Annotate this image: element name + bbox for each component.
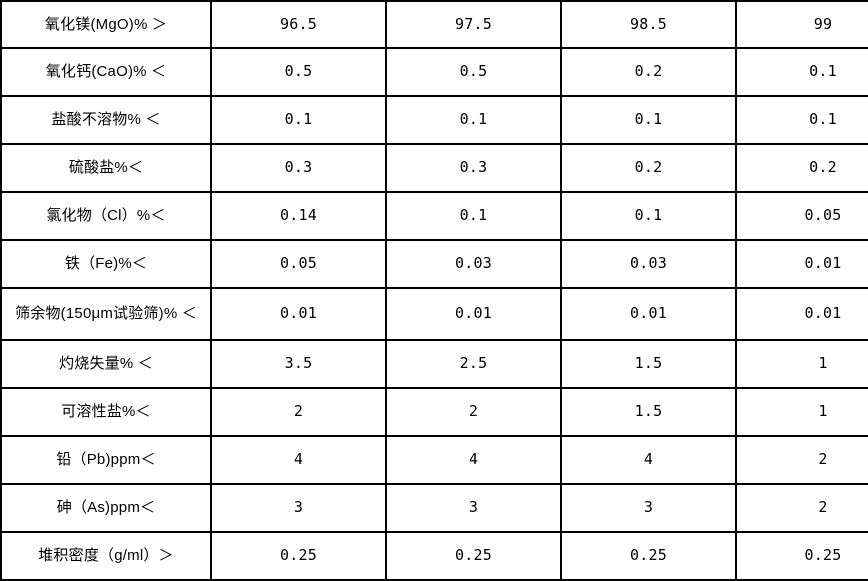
value-cell: 0.2 xyxy=(736,144,868,193)
value-cell: 0.01 xyxy=(736,240,868,289)
item-label-cell: 盐酸不溶物% ＜ xyxy=(1,96,212,145)
value-cell: 1 xyxy=(736,388,868,437)
table-row: 堆积密度（g/ml）＞ 0.25 0.25 0.25 0.25 xyxy=(1,532,868,581)
value-cell: 0.1 xyxy=(561,96,737,145)
value-cell: 1 xyxy=(736,340,868,389)
value-cell: 4 xyxy=(561,436,737,485)
item-label-cell: 灼烧失量% ＜ xyxy=(1,340,212,389)
value-cell: 2 xyxy=(736,436,868,485)
value-cell: 0.1 xyxy=(386,96,562,145)
value-cell: 2 xyxy=(386,388,562,437)
value-cell: 96.5 xyxy=(211,1,387,49)
value-cell: 99 xyxy=(736,1,868,49)
value-cell: 0.05 xyxy=(211,240,387,289)
value-cell: 0.3 xyxy=(211,144,387,193)
value-cell: 3.5 xyxy=(211,340,387,389)
item-label-cell: 硫酸盐%＜ xyxy=(1,144,212,193)
value-cell: 0.1 xyxy=(386,192,562,241)
value-cell: 0.01 xyxy=(211,288,387,341)
item-label: 铁（Fe)%＜ xyxy=(64,255,148,273)
value-cell: 0.01 xyxy=(736,288,868,341)
item-label: 筛余物(150μm试验筛)% ＜ xyxy=(15,305,197,323)
table-row: 砷（As)ppm＜ 3 3 3 2 xyxy=(1,484,868,533)
value-cell: 3 xyxy=(386,484,562,533)
value-cell: 3 xyxy=(561,484,737,533)
value-cell: 97.5 xyxy=(386,1,562,49)
value-cell: 0.01 xyxy=(386,288,562,341)
item-label: 堆积密度（g/ml）＞ xyxy=(38,547,174,565)
value-cell: 0.3 xyxy=(386,144,562,193)
item-label-cell: 砷（As)ppm＜ xyxy=(1,484,212,533)
table-row: 铁（Fe)%＜ 0.05 0.03 0.03 0.01 xyxy=(1,240,868,289)
table-row: 灼烧失量% ＜ 3.5 2.5 1.5 1 xyxy=(1,340,868,389)
value-cell: 0.1 xyxy=(736,48,868,97)
item-label-cell: 可溶性盐%＜ xyxy=(1,388,212,437)
value-cell: 0.2 xyxy=(561,48,737,97)
value-cell: 0.1 xyxy=(211,96,387,145)
item-label: 可溶性盐%＜ xyxy=(61,403,151,421)
value-cell: 1.5 xyxy=(561,388,737,437)
value-cell: 0.03 xyxy=(561,240,737,289)
item-label-cell: 堆积密度（g/ml）＞ xyxy=(1,532,212,581)
table-row: 筛余物(150μm试验筛)% ＜ 0.01 0.01 0.01 0.01 xyxy=(1,288,868,341)
table-row: 盐酸不溶物% ＜ 0.1 0.1 0.1 0.1 xyxy=(1,96,868,145)
value-cell: 0.5 xyxy=(386,48,562,97)
item-label: 灼烧失量% ＜ xyxy=(59,355,153,373)
value-cell: 4 xyxy=(211,436,387,485)
item-label: 砷（As)ppm＜ xyxy=(56,499,156,517)
table-row: 氧化镁(MgO)% ＞ 96.5 97.5 98.5 99 xyxy=(1,1,868,49)
table-row: 铅（Pb)ppm＜ 4 4 4 2 xyxy=(1,436,868,485)
value-cell: 4 xyxy=(386,436,562,485)
table-row: 可溶性盐%＜ 2 2 1.5 1 xyxy=(1,388,868,437)
item-label: 硫酸盐%＜ xyxy=(68,159,144,177)
item-label-cell: 氯化物（Cl）%＜ xyxy=(1,192,212,241)
value-cell: 0.25 xyxy=(211,532,387,581)
table-row: 氯化物（Cl）%＜ 0.14 0.1 0.1 0.05 xyxy=(1,192,868,241)
item-label: 盐酸不溶物% ＜ xyxy=(51,111,161,129)
item-label-cell: 铁（Fe)%＜ xyxy=(1,240,212,289)
value-cell: 0.5 xyxy=(211,48,387,97)
value-cell: 0.14 xyxy=(211,192,387,241)
value-cell: 0.1 xyxy=(561,192,737,241)
table-row: 硫酸盐%＜ 0.3 0.3 0.2 0.2 xyxy=(1,144,868,193)
value-cell: 0.05 xyxy=(736,192,868,241)
value-cell: 0.25 xyxy=(386,532,562,581)
item-label: 氧化镁(MgO)% ＞ xyxy=(44,15,168,33)
item-label-cell: 氧化镁(MgO)% ＞ xyxy=(1,1,212,49)
value-cell: 3 xyxy=(211,484,387,533)
value-cell: 2 xyxy=(736,484,868,533)
item-label-cell: 氧化钙(CaO)% ＜ xyxy=(1,48,212,97)
item-label: 氧化钙(CaO)% ＜ xyxy=(45,63,167,81)
value-cell: 0.2 xyxy=(561,144,737,193)
value-cell: 98.5 xyxy=(561,1,737,49)
item-label-cell: 筛余物(150μm试验筛)% ＜ xyxy=(1,288,212,341)
value-cell: 0.25 xyxy=(561,532,737,581)
value-cell: 0.1 xyxy=(736,96,868,145)
value-cell: 0.01 xyxy=(561,288,737,341)
table-row: 氧化钙(CaO)% ＜ 0.5 0.5 0.2 0.1 xyxy=(1,48,868,97)
value-cell: 2.5 xyxy=(386,340,562,389)
item-label: 氯化物（Cl）%＜ xyxy=(46,207,166,225)
value-cell: 0.03 xyxy=(386,240,562,289)
value-cell: 0.25 xyxy=(736,532,868,581)
item-label: 铅（Pb)ppm＜ xyxy=(56,451,156,469)
item-label-cell: 铅（Pb)ppm＜ xyxy=(1,436,212,485)
value-cell: 2 xyxy=(211,388,387,437)
value-cell: 1.5 xyxy=(561,340,737,389)
